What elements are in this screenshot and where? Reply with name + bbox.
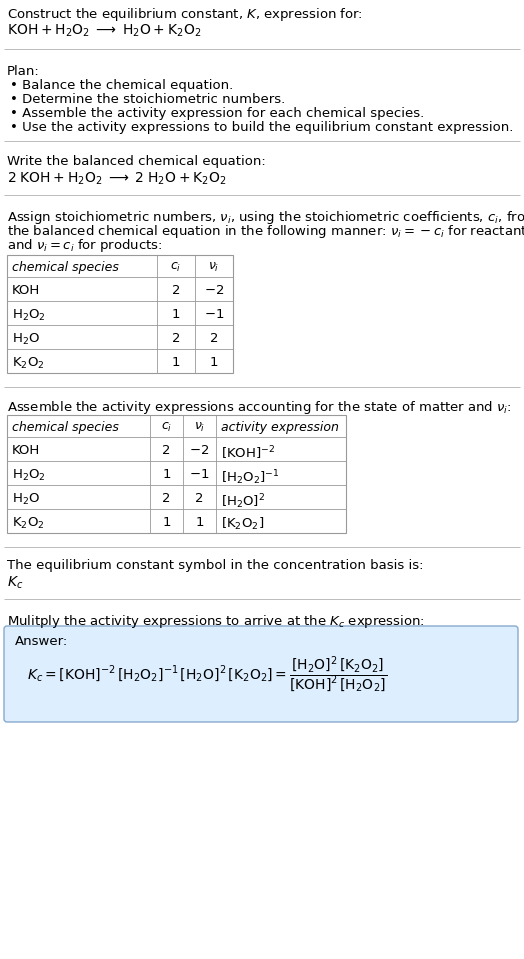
FancyBboxPatch shape xyxy=(4,626,518,722)
Text: Assemble the activity expressions accounting for the state of matter and $\nu_i$: Assemble the activity expressions accoun… xyxy=(7,399,512,416)
Text: 1: 1 xyxy=(172,308,180,321)
Text: $\mathrm{H_2O_2}$: $\mathrm{H_2O_2}$ xyxy=(12,468,46,483)
Text: $\nu_i$: $\nu_i$ xyxy=(209,261,220,274)
Text: 2: 2 xyxy=(195,492,204,505)
Text: • Assemble the activity expression for each chemical species.: • Assemble the activity expression for e… xyxy=(10,107,424,120)
Text: 1: 1 xyxy=(162,516,171,529)
Text: KOH: KOH xyxy=(12,444,40,457)
Text: 2: 2 xyxy=(172,284,180,297)
Text: chemical species: chemical species xyxy=(12,421,119,434)
Text: 1: 1 xyxy=(172,356,180,369)
Text: $\mathrm{H_2O_2}$: $\mathrm{H_2O_2}$ xyxy=(12,308,46,323)
Text: Construct the equilibrium constant, $K$, expression for:: Construct the equilibrium constant, $K$,… xyxy=(7,6,363,23)
Text: and $\nu_i = c_i$ for products:: and $\nu_i = c_i$ for products: xyxy=(7,237,162,254)
Text: $[\mathrm{K_2O_2}]$: $[\mathrm{K_2O_2}]$ xyxy=(221,516,264,532)
Text: • Determine the stoichiometric numbers.: • Determine the stoichiometric numbers. xyxy=(10,93,285,106)
Text: chemical species: chemical species xyxy=(12,261,119,274)
Text: Answer:: Answer: xyxy=(15,635,68,648)
Text: • Use the activity expressions to build the equilibrium constant expression.: • Use the activity expressions to build … xyxy=(10,121,514,134)
Text: $\mathrm{H_2O}$: $\mathrm{H_2O}$ xyxy=(12,492,40,507)
Bar xyxy=(7,255,233,373)
Text: 2: 2 xyxy=(172,332,180,345)
Text: • Balance the chemical equation.: • Balance the chemical equation. xyxy=(10,79,233,92)
Text: $\mathrm{H_2O}$: $\mathrm{H_2O}$ xyxy=(12,332,40,347)
Text: Write the balanced chemical equation:: Write the balanced chemical equation: xyxy=(7,155,266,168)
Text: $K_c$: $K_c$ xyxy=(7,575,24,592)
Text: $\mathrm{K_2O_2}$: $\mathrm{K_2O_2}$ xyxy=(12,356,45,371)
Text: $[\mathrm{H_2O}]^2$: $[\mathrm{H_2O}]^2$ xyxy=(221,492,265,511)
Text: the balanced chemical equation in the following manner: $\nu_i = -c_i$ for react: the balanced chemical equation in the fo… xyxy=(7,223,524,240)
Text: $-1$: $-1$ xyxy=(189,468,210,481)
Text: $[\mathrm{H_2O_2}]^{-1}$: $[\mathrm{H_2O_2}]^{-1}$ xyxy=(221,468,279,487)
Text: $\mathrm{KOH + H_2O_2 \;\longrightarrow\; H_2O + K_2O_2}$: $\mathrm{KOH + H_2O_2 \;\longrightarrow\… xyxy=(7,23,201,39)
Text: $c_i$: $c_i$ xyxy=(161,421,172,434)
Text: Mulitply the activity expressions to arrive at the $K_c$ expression:: Mulitply the activity expressions to arr… xyxy=(7,613,425,630)
Text: $-1$: $-1$ xyxy=(204,308,224,321)
Text: $\mathrm{K_2O_2}$: $\mathrm{K_2O_2}$ xyxy=(12,516,45,531)
Text: The equilibrium constant symbol in the concentration basis is:: The equilibrium constant symbol in the c… xyxy=(7,559,423,572)
Text: $\mathrm{2\; KOH + H_2O_2 \;\longrightarrow\; 2\; H_2O + K_2O_2}$: $\mathrm{2\; KOH + H_2O_2 \;\longrightar… xyxy=(7,171,226,187)
Text: Plan:: Plan: xyxy=(7,65,40,78)
Bar xyxy=(7,415,346,533)
Text: $-2$: $-2$ xyxy=(189,444,210,457)
Text: 1: 1 xyxy=(210,356,219,369)
Text: 1: 1 xyxy=(195,516,204,529)
Text: $K_c = [\mathrm{KOH}]^{-2}\,[\mathrm{H_2O_2}]^{-1}\,[\mathrm{H_2O}]^2\,[\mathrm{: $K_c = [\mathrm{KOH}]^{-2}\,[\mathrm{H_2… xyxy=(27,655,387,695)
Text: 2: 2 xyxy=(162,492,171,505)
Text: $[\mathrm{KOH}]^{-2}$: $[\mathrm{KOH}]^{-2}$ xyxy=(221,444,275,461)
Text: KOH: KOH xyxy=(12,284,40,297)
Text: $c_i$: $c_i$ xyxy=(170,261,182,274)
Text: $-2$: $-2$ xyxy=(204,284,224,297)
Text: 1: 1 xyxy=(162,468,171,481)
Text: activity expression: activity expression xyxy=(221,421,339,434)
Text: 2: 2 xyxy=(162,444,171,457)
Text: 2: 2 xyxy=(210,332,219,345)
Text: Assign stoichiometric numbers, $\nu_i$, using the stoichiometric coefficients, $: Assign stoichiometric numbers, $\nu_i$, … xyxy=(7,209,524,226)
Text: $\nu_i$: $\nu_i$ xyxy=(194,421,205,434)
